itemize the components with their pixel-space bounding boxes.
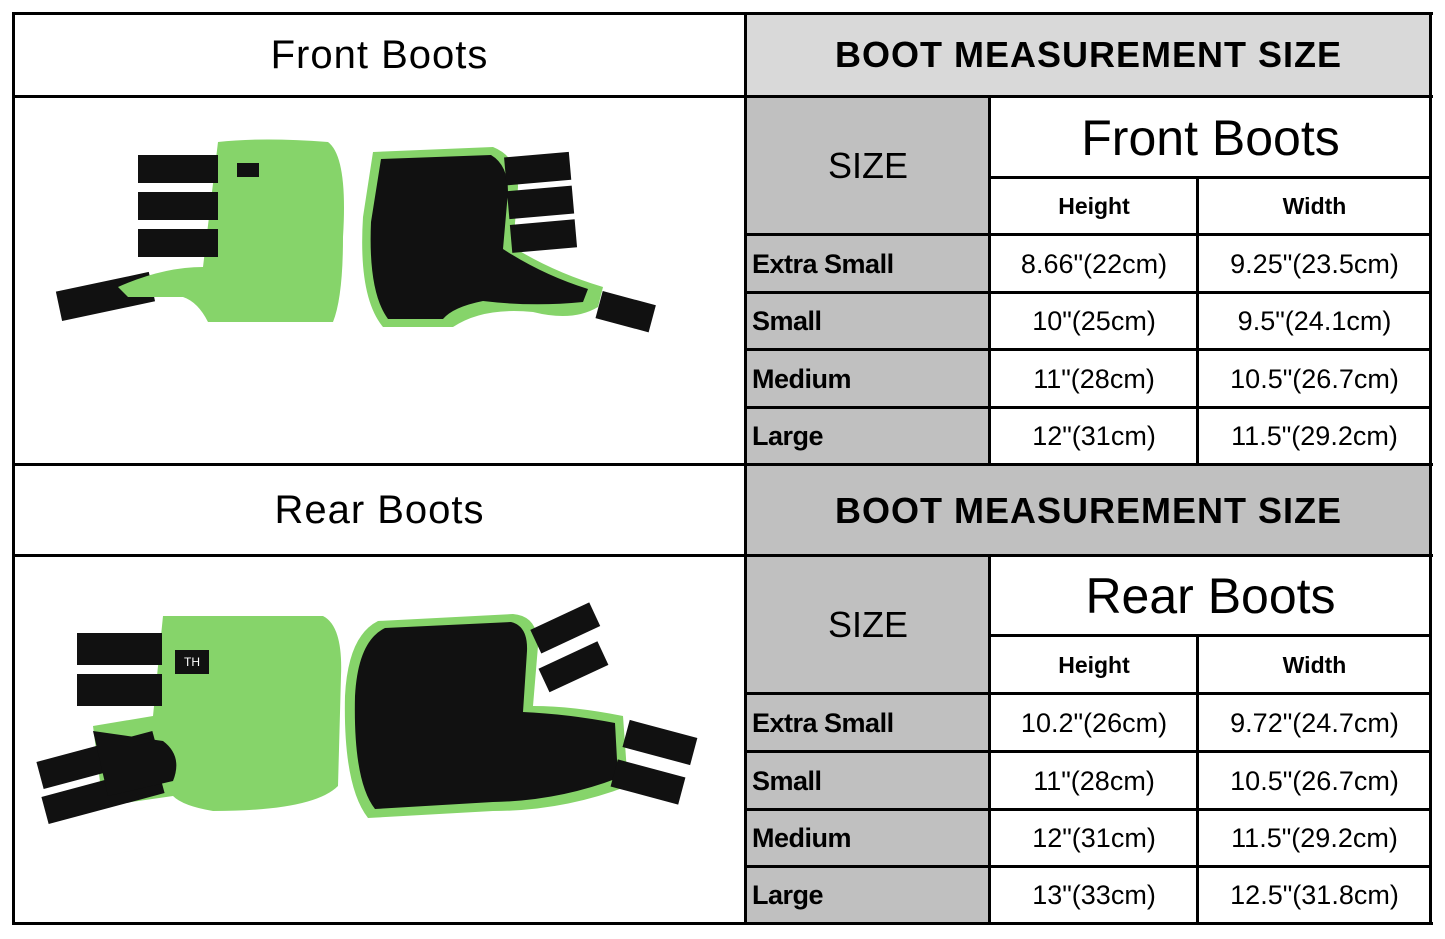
width-value: 11.5"(29.2cm): [1231, 421, 1398, 451]
size-label: Extra Small: [746, 694, 990, 752]
width-value: 10.5"(26.7cm): [1230, 765, 1399, 796]
height-value: 11"(28cm): [1033, 765, 1155, 796]
width-value: 9.72"(24.7cm): [1230, 707, 1399, 738]
height-value: 13"(33cm): [1032, 880, 1156, 910]
size-label: Small: [746, 293, 990, 350]
rear-boots-label: Rear Boots: [274, 488, 485, 532]
front-size-header: SIZE: [746, 97, 990, 235]
front-table-title: Front Boots: [1081, 109, 1340, 166]
size-label: Extra Small: [746, 235, 990, 293]
front-boot-inner: [362, 147, 656, 333]
logo-icon: [237, 163, 259, 177]
height-value: 10.2"(26cm): [1020, 707, 1168, 738]
front-boots-image: [13, 97, 746, 465]
front-height-header: Height: [1058, 193, 1130, 219]
size-label: Small: [746, 752, 990, 810]
width-value: 10.5"(26.7cm): [1230, 363, 1399, 394]
width-value: 9.5"(24.1cm): [1237, 306, 1392, 336]
logo-text: TH: [184, 655, 200, 669]
width-value: 12.5"(31.8cm): [1230, 880, 1399, 910]
size-label: Medium: [746, 350, 990, 408]
width-value: 11.5"(29.2cm): [1231, 823, 1398, 853]
size-label: Large: [746, 867, 990, 924]
logo-icon: [175, 650, 209, 674]
rear-size-header: SIZE: [746, 556, 990, 694]
rear-table-title: Rear Boots: [1085, 568, 1336, 624]
front-boots-label: Front Boots: [270, 32, 489, 77]
rear-boots-image: TH: [13, 556, 746, 924]
height-value: 8.66"(22cm): [1020, 248, 1168, 279]
height-value: 11"(28cm): [1033, 363, 1155, 394]
front-boot-outer: [55, 139, 344, 322]
height-value: 12"(31cm): [1032, 421, 1156, 451]
rear-boot-inner: [344, 602, 698, 818]
size-label: Large: [746, 408, 990, 465]
height-value: 10"(25cm): [1032, 306, 1156, 336]
rear-measurement-header: BOOT MEASUREMENT SIZE: [746, 465, 1431, 556]
rear-boot-outer: TH: [36, 616, 342, 825]
rear-width-header: Width: [1282, 651, 1347, 678]
front-width-header: Width: [1282, 193, 1347, 219]
rear-height-header: Height: [1058, 651, 1130, 678]
width-value: 9.25"(23.5cm): [1230, 248, 1399, 279]
height-value: 12"(31cm): [1032, 823, 1156, 853]
front-measurement-header: BOOT MEASUREMENT SIZE: [746, 13, 1431, 97]
size-label: Medium: [746, 810, 990, 867]
